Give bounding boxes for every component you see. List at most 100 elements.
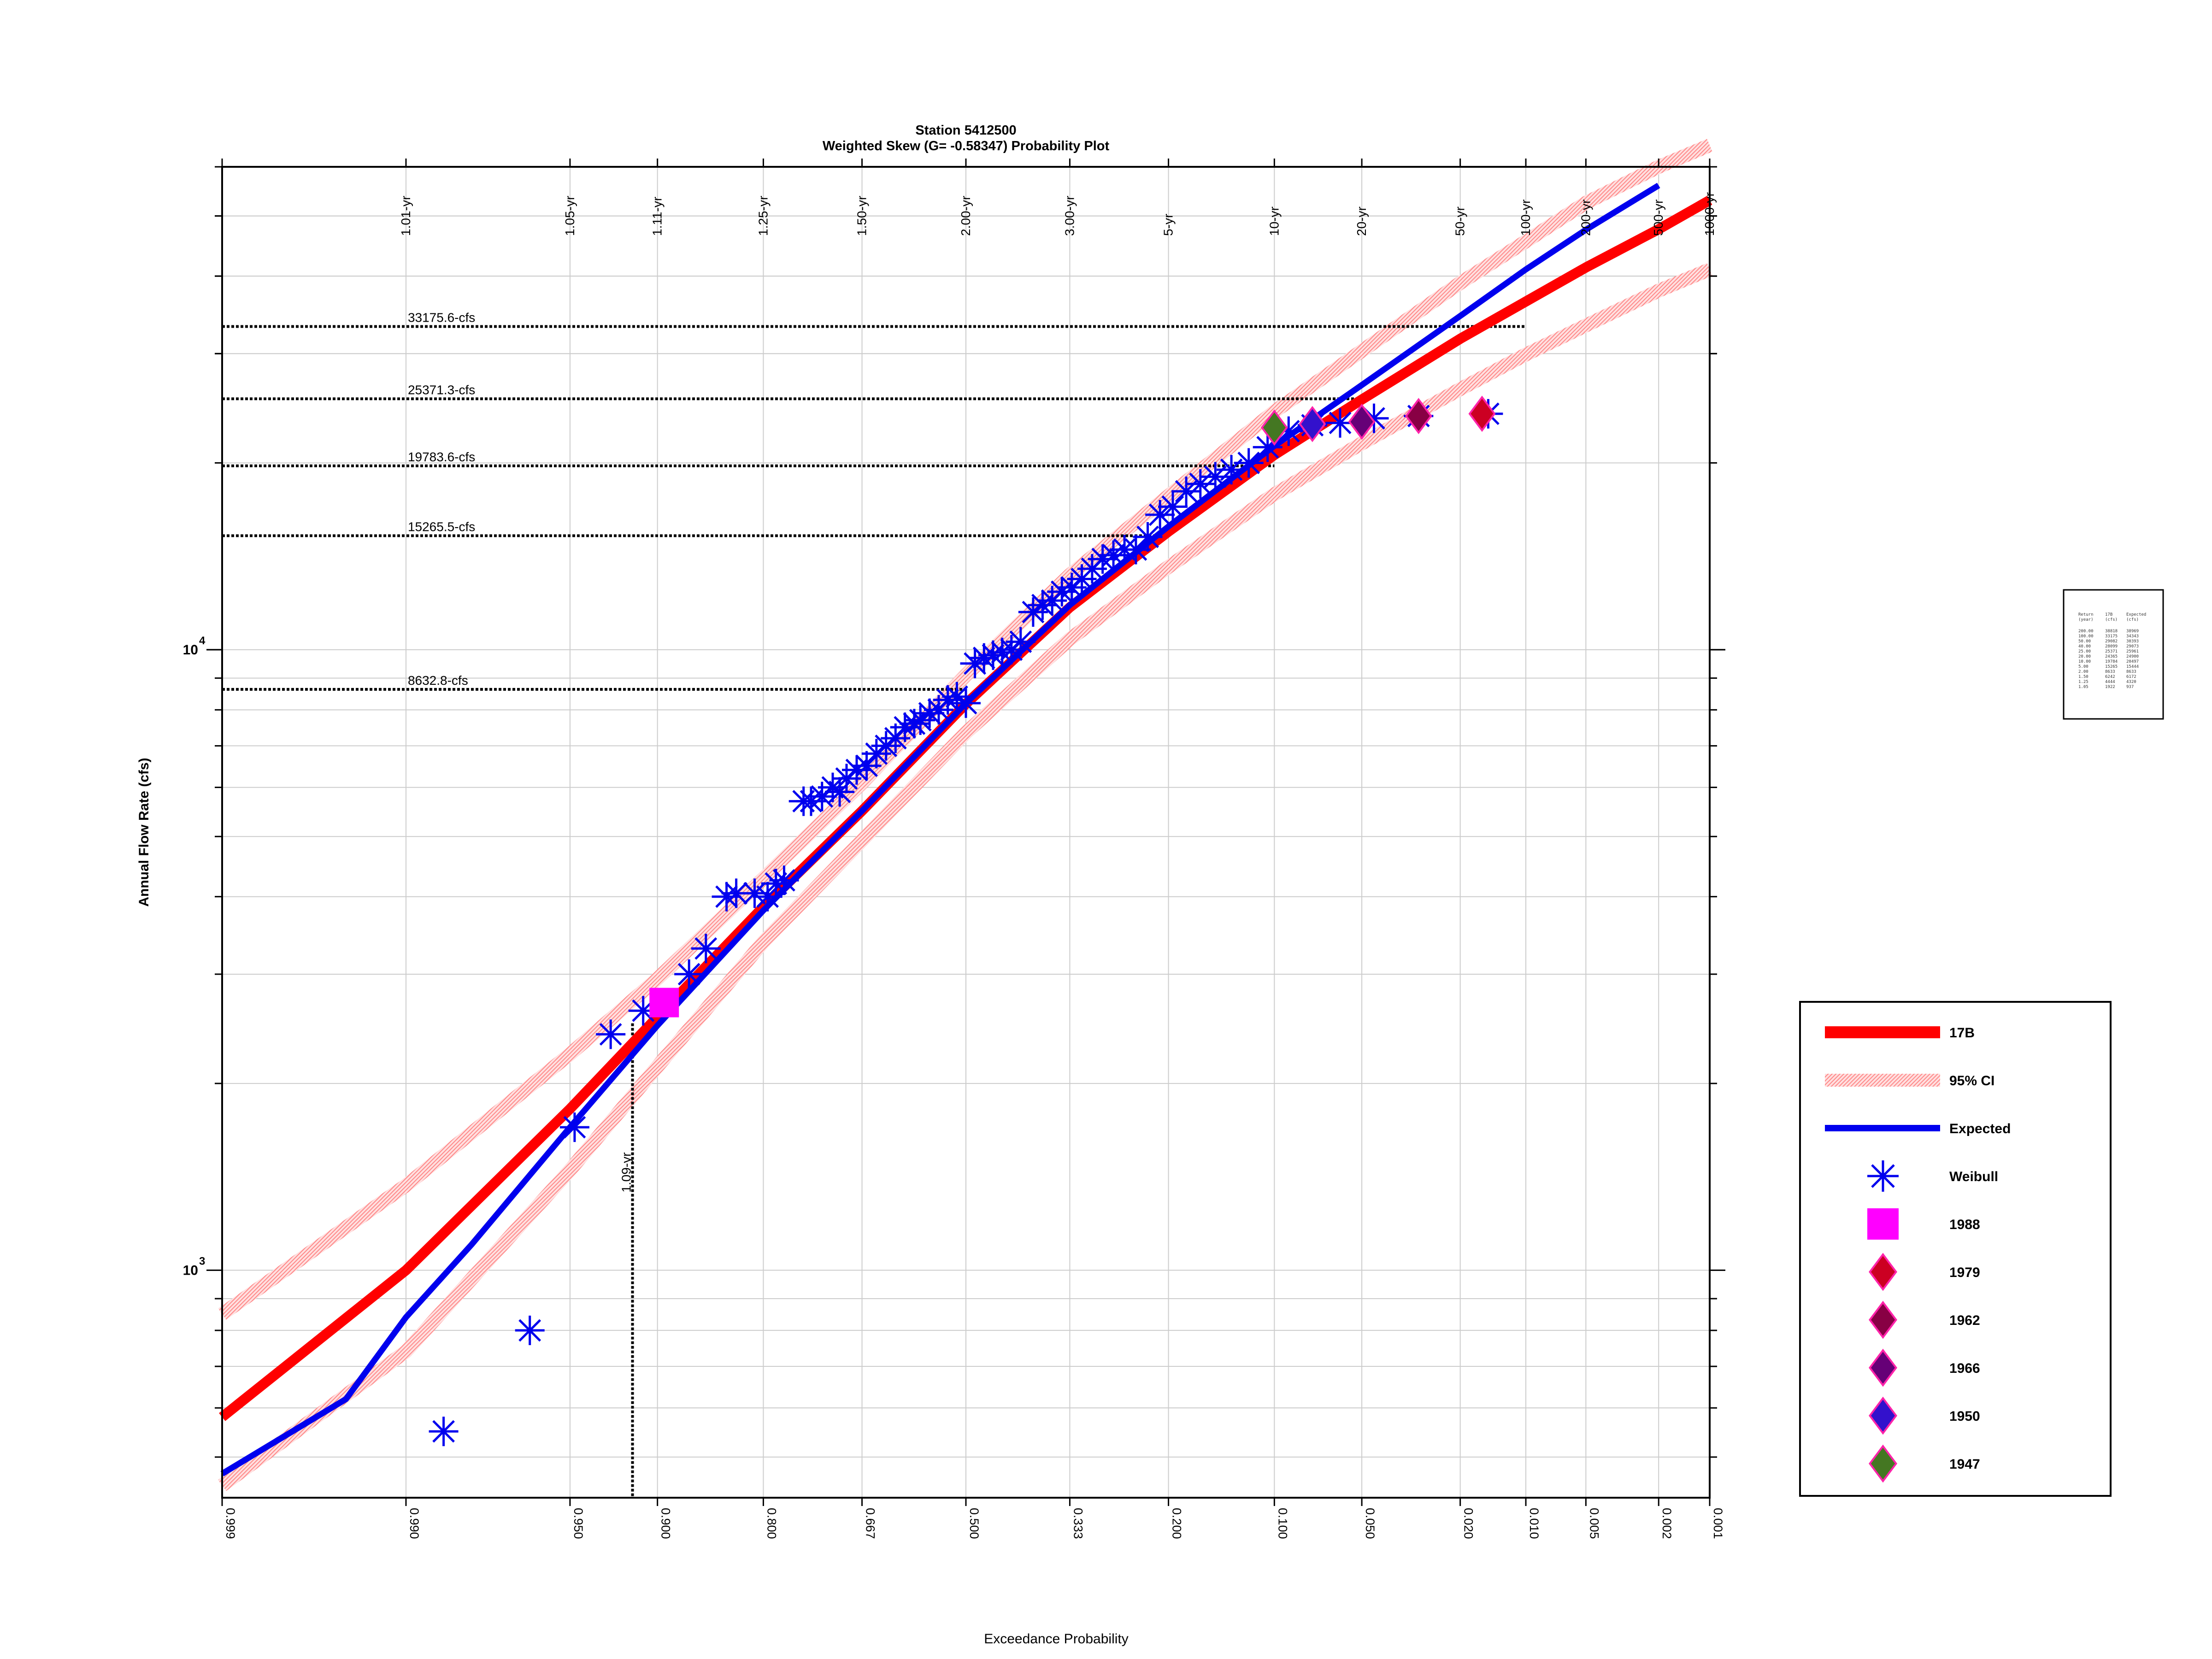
x-tick-label: 0.100 xyxy=(1276,1508,1289,1539)
summary-row: 34343 xyxy=(2126,634,2139,639)
plot-frame xyxy=(221,166,1711,1499)
legend-entry-1950: 1950 xyxy=(1869,1396,1980,1435)
reference-lines: 33175.6-cfs 25371.3-cfs 19783.6-cfs 15265.5… xyxy=(222,311,1526,1498)
marker-1966 xyxy=(1348,403,1376,440)
return-period-label: 1.25-yr xyxy=(756,196,770,236)
summary-row: 200.00 xyxy=(2078,629,2094,634)
marker-weibull xyxy=(559,1112,589,1142)
summary-row: 29073 xyxy=(2126,644,2139,649)
legend-entry-1979: 1979 xyxy=(1869,1253,1980,1291)
legend-swatch xyxy=(1869,1444,1897,1483)
y-axis-label: Annual Flow Rate (cfs) xyxy=(136,758,152,906)
marker-weibull xyxy=(691,934,721,964)
summary-row: 1.05 xyxy=(2078,685,2088,689)
return-period-label: 100-yr xyxy=(1518,200,1533,236)
x-tick-label: 0.667 xyxy=(864,1508,877,1539)
chart-title: Station 5412500 xyxy=(915,123,1016,138)
legend-entry-1947: 1947 xyxy=(1869,1444,1980,1483)
ticks: 0.999 0.990 0.950 0.900 0.800 0.667 0.500 0.333… xyxy=(183,159,1725,1539)
summary-row: 28099 xyxy=(2105,644,2118,649)
marker-weibull xyxy=(915,698,945,728)
legend-swatch xyxy=(1869,1396,1897,1435)
x-tick-label: 0.800 xyxy=(765,1508,778,1539)
return-period-label: 20-yr xyxy=(1354,206,1369,236)
marker-weibull xyxy=(429,1417,459,1447)
return-period-label: 200-yr xyxy=(1578,200,1593,236)
marker-weibull xyxy=(596,1019,626,1049)
summary-row: 20497 xyxy=(2126,659,2139,664)
x-tick-label: 0.002 xyxy=(1660,1508,1674,1539)
summary-table-box: Return 17B Expected (year) (cfs) (cfs) 200.00 3… xyxy=(2063,589,2164,720)
ci-band-lower xyxy=(218,263,1712,1491)
summary-row: 38969 xyxy=(2126,629,2139,634)
marker-weibull xyxy=(1234,448,1264,478)
legend-entries: 17B 95% CI Expected Weibull 1988 1979 1962 1966… xyxy=(1825,1025,2011,1483)
summary-row: 2.00 xyxy=(2078,670,2088,674)
legend-label: 1962 xyxy=(1949,1313,1980,1328)
legend-swatch xyxy=(1867,1208,1899,1240)
reference-line-label: 25371.3-cfs xyxy=(408,382,475,397)
summary-row: 25961 xyxy=(2126,649,2139,654)
summary-row: 40.00 xyxy=(2078,644,2091,649)
summary-table: Return 17B Expected (year) (cfs) (cfs) 200.00 3… xyxy=(2078,612,2146,689)
x-tick-label: 0.020 xyxy=(1462,1508,1476,1539)
return-period-label: 3.00-yr xyxy=(1062,196,1077,236)
summary-row: 33175 xyxy=(2105,634,2118,639)
summary-row: 8633 xyxy=(2105,670,2115,674)
marker-weibull xyxy=(1253,432,1282,462)
marker-weibull xyxy=(1158,492,1188,522)
legend-label: 95% CI xyxy=(1949,1073,1994,1088)
summary-row: 15265 xyxy=(2105,665,2118,669)
ci-band-layer xyxy=(218,139,1712,1491)
marker-weibull xyxy=(1006,627,1035,657)
summary-header: (year) xyxy=(2078,618,2094,622)
marker-weibull xyxy=(674,959,704,989)
reference-line-label: 8632.8-cfs xyxy=(408,673,468,688)
x-tick-label: 0.950 xyxy=(571,1508,585,1539)
x-tick-label: 0.900 xyxy=(659,1508,673,1539)
return-period-label: 1.50-yr xyxy=(855,196,869,236)
x-tick-label: 0.200 xyxy=(1170,1508,1184,1539)
legend-label: 1947 xyxy=(1949,1457,1980,1472)
x-tick-label: 0.001 xyxy=(1711,1508,1725,1539)
summary-row: 30393 xyxy=(2126,639,2139,644)
x-tick-label: 0.999 xyxy=(224,1508,237,1539)
y-tick-label-exponent: 4 xyxy=(199,635,206,647)
marker-weibull xyxy=(1099,540,1129,570)
summary-row: 15444 xyxy=(2126,665,2139,669)
reference-line-label: 19783.6-cfs xyxy=(408,450,475,464)
marker-weibull xyxy=(942,682,972,712)
marker-weibull xyxy=(1133,522,1163,552)
summary-row: 100.00 xyxy=(2078,634,2094,639)
summary-row: 38818 xyxy=(2105,629,2118,634)
marker-weibull xyxy=(769,865,799,895)
return-period-label: 50-yr xyxy=(1453,206,1467,236)
legend-entry-17b: 17B xyxy=(1825,1025,1975,1041)
x-tick-label: 0.005 xyxy=(1587,1508,1601,1539)
legend-entry-1988: 1988 xyxy=(1867,1208,1980,1240)
y-tick-label-base: 10 xyxy=(183,642,198,658)
reference-line-label: 33175.6-cfs xyxy=(408,311,475,325)
marker-1988 xyxy=(649,988,679,1018)
summary-row: 50.00 xyxy=(2078,639,2091,644)
x-tick-label: 0.010 xyxy=(1527,1508,1541,1539)
chart-subtitle: Weighted Skew (G= -0.58347) Probability … xyxy=(823,139,1110,153)
marker-weibull xyxy=(515,1315,545,1345)
legend-entry-95-ci: 95% CI xyxy=(1825,1073,1994,1088)
series-line-expected xyxy=(220,182,1660,1477)
summary-header: (cfs) xyxy=(2105,618,2118,622)
vertical-reference-label: 1.09-yr xyxy=(619,1153,634,1193)
x-tick-label: 0.333 xyxy=(1071,1508,1085,1539)
data-markers xyxy=(429,395,1503,1447)
legend-swatch xyxy=(1869,1253,1897,1291)
marker-1947 xyxy=(1260,409,1288,446)
summary-header: Return xyxy=(2078,612,2094,617)
marker-weibull xyxy=(1047,577,1077,606)
summary-row: 24365 xyxy=(2105,654,2118,659)
summary-row: 25.00 xyxy=(2078,649,2091,654)
summary-row: 19784 xyxy=(2105,659,2118,664)
legend-entry-1966: 1966 xyxy=(1869,1348,1980,1387)
reference-line-label: 15265.5-cfs xyxy=(408,519,475,534)
legend-label: 1950 xyxy=(1949,1409,1980,1424)
